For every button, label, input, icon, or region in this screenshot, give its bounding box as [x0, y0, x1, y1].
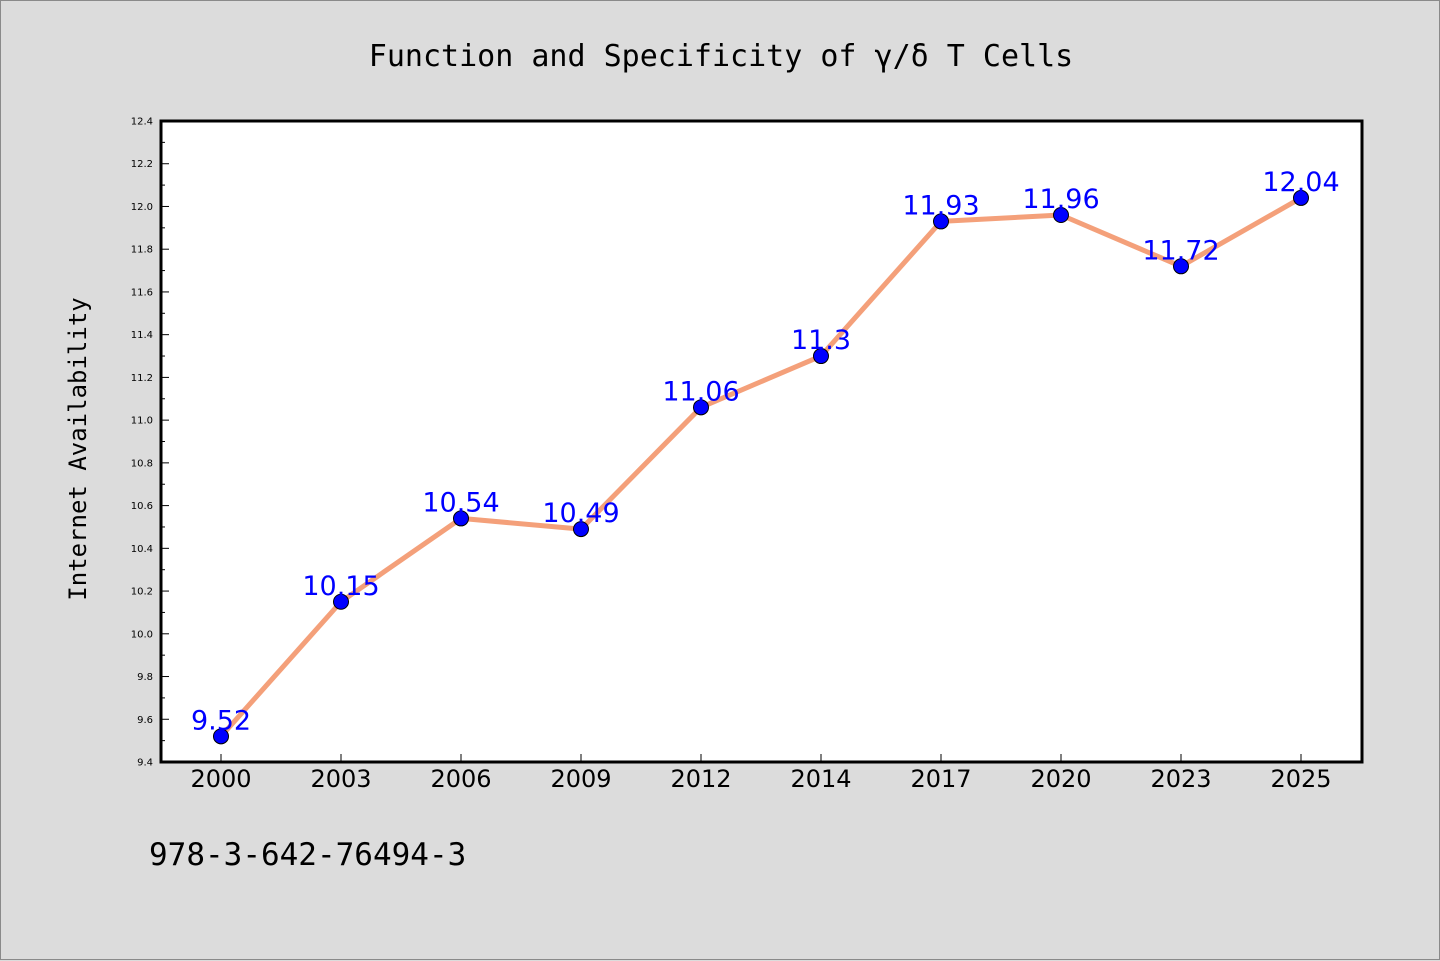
y-tick-label: 9.8 — [137, 672, 153, 683]
y-tick-label: 11.0 — [131, 416, 153, 427]
y-tick-label: 10.0 — [131, 629, 153, 640]
y-tick-label: 12.0 — [131, 202, 153, 213]
x-tick-label: 2009 — [550, 765, 611, 793]
data-point — [333, 593, 349, 610]
y-tick-label: 12.2 — [131, 159, 153, 170]
data-label: 10.15 — [302, 571, 379, 602]
x-axis: 2000 2003 2006 2009 2012 2014 2017 2020 2023 2025 — [190, 754, 1332, 793]
data-label: 10.54 — [422, 487, 499, 518]
y-tick-label: 10.8 — [131, 458, 153, 469]
y-axis: 9.4 9.6 9.8 10.0 10.2 10.4 10.6 10.8 11.0 11.2 11.… — [131, 117, 169, 769]
data-point — [693, 399, 709, 416]
data-label: 10.49 — [542, 498, 619, 529]
data-label: 11.96 — [1022, 184, 1099, 215]
data-point — [1053, 207, 1069, 224]
x-tick-label: 2003 — [310, 765, 371, 793]
series-layer: 9.52 10.15 10.54 10.49 11.06 11.3 11.93 11.96 11… — [191, 167, 1340, 745]
x-tick-label: 2014 — [790, 765, 851, 793]
y-tick-label: 11.6 — [131, 287, 153, 298]
x-tick-label: 2020 — [1030, 765, 1091, 793]
y-tick-label: 12.4 — [131, 117, 153, 128]
y-tick-label: 10.2 — [131, 587, 153, 598]
data-point — [1293, 189, 1309, 206]
data-label: 11.06 — [662, 376, 739, 407]
data-point — [933, 213, 949, 230]
data-point — [573, 521, 589, 538]
y-tick-label: 11.8 — [131, 245, 153, 256]
data-label: 11.93 — [902, 190, 979, 221]
data-label: 12.04 — [1262, 167, 1339, 198]
y-tick-label: 9.4 — [137, 758, 153, 769]
x-tick-label: 2000 — [190, 765, 251, 793]
y-tick-label: 11.4 — [131, 330, 153, 341]
plot-area — [159, 119, 1364, 764]
data-label: 11.3 — [791, 325, 851, 356]
chart-title: Function and Specificity of γ/δ T Cells — [369, 39, 1073, 74]
y-axis-title: Internet Availability — [64, 297, 92, 600]
data-label: 9.52 — [191, 705, 251, 736]
y-tick-label: 10.6 — [131, 501, 153, 512]
data-label: 11.72 — [1142, 235, 1219, 266]
data-point — [1173, 258, 1189, 275]
x-tick-label: 2017 — [910, 765, 971, 793]
y-tick-label: 11.2 — [131, 373, 153, 384]
x-tick-label: 2012 — [670, 765, 731, 793]
x-tick-label: 2006 — [430, 765, 491, 793]
footer-code: 978-3-642-76494-3 — [149, 837, 466, 873]
data-point — [453, 510, 469, 527]
x-tick-label: 2023 — [1150, 765, 1211, 793]
data-point — [213, 728, 229, 745]
y-tick-label: 10.4 — [131, 544, 153, 555]
data-point — [813, 348, 829, 365]
series-line — [218, 195, 1304, 739]
x-tick-label: 2025 — [1270, 765, 1331, 793]
y-tick-label: 9.6 — [137, 715, 153, 726]
